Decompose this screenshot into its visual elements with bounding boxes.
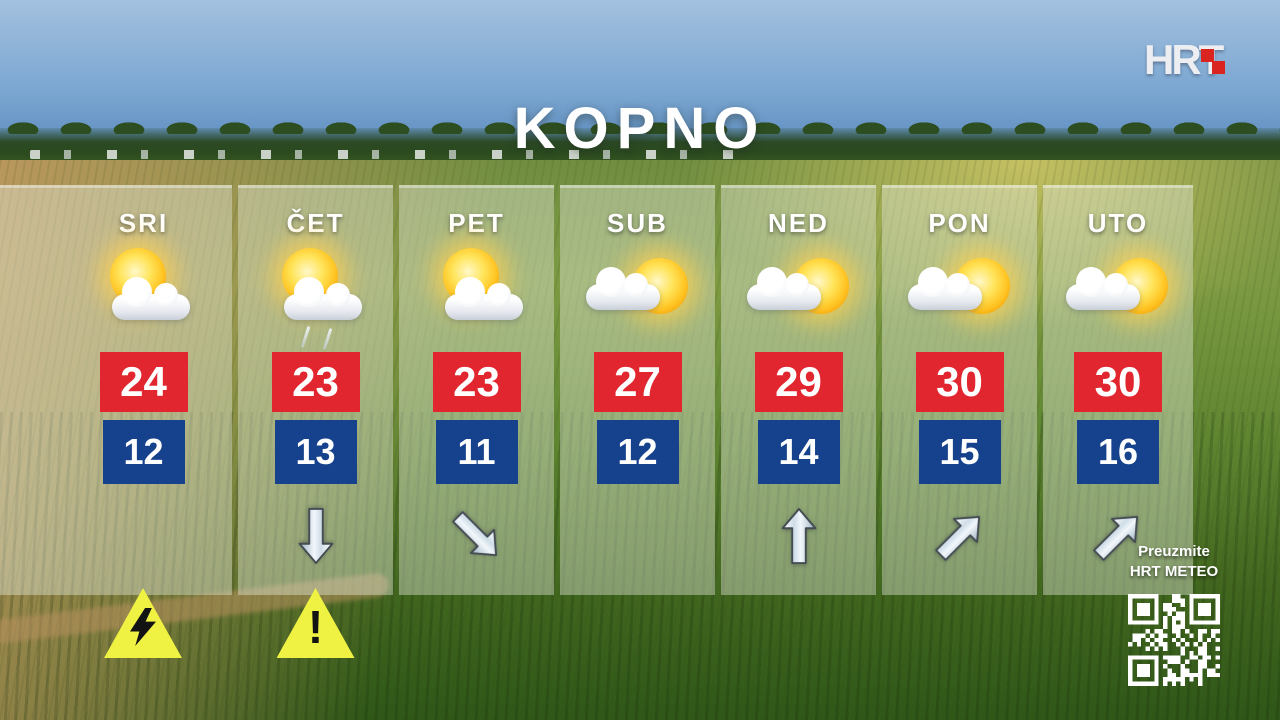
trend-arrow-icon bbox=[287, 506, 345, 566]
cloud-icon bbox=[746, 267, 821, 310]
day-label: NED bbox=[768, 208, 829, 238]
forecast-day-column: NED 29 14 bbox=[721, 185, 876, 595]
high-temperature: 30 bbox=[1074, 352, 1162, 412]
weather-icon bbox=[580, 244, 696, 336]
app-promo: Preuzmite HRT METEO bbox=[1118, 542, 1230, 582]
low-temperature: 12 bbox=[102, 420, 185, 484]
forecast-day-column: UTO 30 16 bbox=[1043, 185, 1193, 595]
weather-icon bbox=[1060, 244, 1176, 336]
day-label: PON bbox=[928, 208, 991, 238]
promo-line1: Preuzmite bbox=[1138, 543, 1210, 560]
weather-icon bbox=[902, 244, 1018, 336]
logo-red-square-icon bbox=[1201, 49, 1214, 62]
trend-arrow-icon bbox=[770, 506, 828, 566]
weather-icon bbox=[419, 244, 535, 336]
rain-icon bbox=[294, 326, 346, 354]
hrt-logo: HRT bbox=[1144, 38, 1234, 88]
low-temperature: 13 bbox=[274, 420, 357, 484]
weather-icon bbox=[741, 244, 857, 336]
weather-icon bbox=[258, 244, 374, 350]
forecast-day-column: PET 23 11 bbox=[399, 185, 554, 595]
cloud-icon bbox=[1066, 267, 1140, 310]
low-temperature: 12 bbox=[596, 420, 679, 484]
weather-icon bbox=[86, 244, 202, 336]
high-temperature: 30 bbox=[915, 352, 1004, 412]
low-temperature: 15 bbox=[918, 420, 1001, 484]
trend-arrow-icon bbox=[931, 506, 989, 566]
forecast-day-column: SRI 24 12 bbox=[0, 185, 232, 658]
day-label: UTO bbox=[1087, 208, 1149, 238]
cloud-icon bbox=[111, 277, 190, 320]
cloud-icon bbox=[444, 277, 523, 320]
day-label: ČET bbox=[286, 208, 345, 238]
cloud-icon bbox=[907, 267, 982, 310]
high-temperature: 23 bbox=[271, 352, 360, 412]
promo-line2: HRT METEO bbox=[1129, 563, 1219, 580]
trend-arrow-icon bbox=[1089, 506, 1147, 566]
cloud-icon bbox=[585, 267, 660, 310]
day-label: SUB bbox=[607, 208, 668, 238]
day-label: SRI bbox=[118, 208, 169, 238]
day-label: PET bbox=[448, 208, 505, 238]
high-temperature: 27 bbox=[593, 352, 682, 412]
high-temperature: 24 bbox=[99, 352, 188, 412]
forecast-day-column: PON 30 15 bbox=[882, 185, 1037, 595]
low-temperature: 11 bbox=[435, 420, 518, 484]
high-temperature: 29 bbox=[754, 352, 843, 412]
high-temperature: 23 bbox=[432, 352, 521, 412]
forecast-day-column: SUB 27 12 bbox=[560, 185, 715, 595]
low-temperature: 16 bbox=[1077, 420, 1159, 484]
forecast-day-column: ČET 23 13 ! bbox=[238, 185, 393, 658]
trend-arrow-icon bbox=[448, 506, 506, 566]
logo-red-square-icon bbox=[1212, 61, 1225, 74]
low-temperature: 14 bbox=[757, 420, 840, 484]
cloud-icon bbox=[283, 277, 362, 320]
forecast-panel: SRI 24 12 ČET 23 13 ! PET bbox=[0, 185, 1193, 658]
qr-code-icon bbox=[1128, 594, 1220, 686]
page-title: KOPNO bbox=[513, 96, 767, 161]
